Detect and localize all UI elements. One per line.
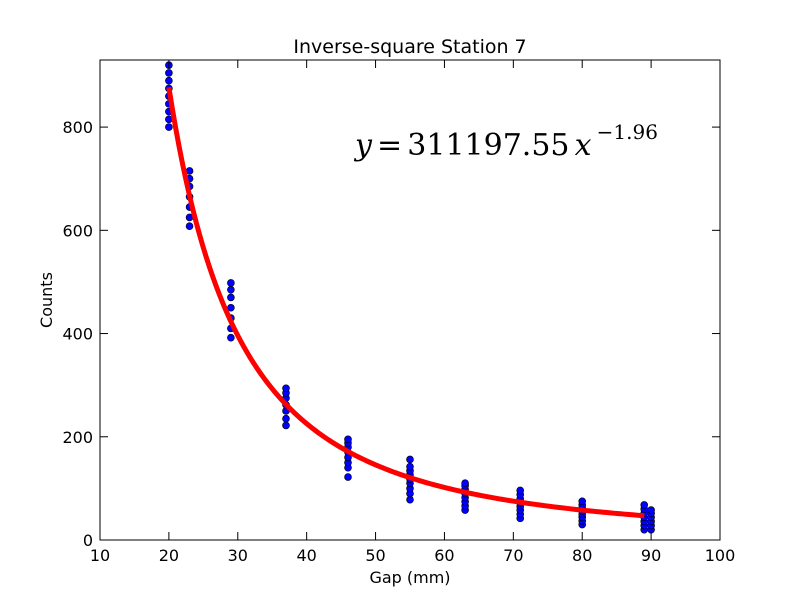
plot-frame <box>99 59 721 541</box>
x-tick-label: 90 <box>641 546 661 565</box>
data-point <box>282 414 290 423</box>
y-tick-label: 200 <box>62 428 93 447</box>
equation-coefficient: 311197.55 <box>407 128 569 163</box>
axis-ticks <box>99 60 721 541</box>
y-tick-label: 0 <box>83 531 93 550</box>
data-point <box>165 69 173 77</box>
data-point <box>185 222 194 230</box>
x-tick-label: 60 <box>434 546 454 565</box>
fit-curve <box>166 86 645 519</box>
data-point <box>516 486 525 495</box>
y-tick-labels: 0 200 400 600 800 <box>62 118 93 550</box>
x-axis-label: Gap (mm) <box>369 568 450 587</box>
data-point <box>640 501 649 509</box>
data-point <box>647 506 655 514</box>
data-point <box>227 293 235 302</box>
data-point <box>282 421 290 430</box>
y-tick-label: 600 <box>62 221 93 240</box>
fit-curve-layer <box>166 86 645 519</box>
x-tick-label: 10 <box>90 546 110 565</box>
data-point <box>165 123 173 131</box>
data-point <box>406 462 414 471</box>
data-point <box>461 479 469 488</box>
x-tick-label: 30 <box>228 546 248 565</box>
x-tick-labels: 10 20 30 40 50 60 70 80 90 100 <box>90 546 735 565</box>
x-tick-label: 80 <box>572 546 592 565</box>
y-axis-label: Counts <box>37 272 56 328</box>
data-point <box>344 435 352 444</box>
equation-exponent: −1.96 <box>597 120 658 144</box>
data-point <box>282 384 290 393</box>
x-tick-label: 70 <box>503 546 523 565</box>
y-tick-label: 400 <box>62 325 93 344</box>
data-point <box>406 455 414 464</box>
data-point <box>227 285 235 294</box>
x-tick-label: 20 <box>159 546 179 565</box>
x-tick-label: 50 <box>365 546 385 565</box>
chart-title: Inverse-square Station 7 <box>293 36 526 58</box>
data-point <box>344 473 352 481</box>
equation-lhs: y <box>353 128 373 163</box>
data-point <box>165 76 173 85</box>
x-tick-label: 100 <box>705 546 736 565</box>
data-point <box>227 333 235 342</box>
equation-base: x <box>575 128 592 163</box>
x-tick-label: 40 <box>296 546 316 565</box>
data-point <box>227 279 235 287</box>
equation-equals: = <box>377 128 402 163</box>
data-point <box>578 497 587 506</box>
fit-equation: y = 311197.55 x −1.96 <box>353 120 658 163</box>
y-tick-label: 800 <box>62 118 93 137</box>
